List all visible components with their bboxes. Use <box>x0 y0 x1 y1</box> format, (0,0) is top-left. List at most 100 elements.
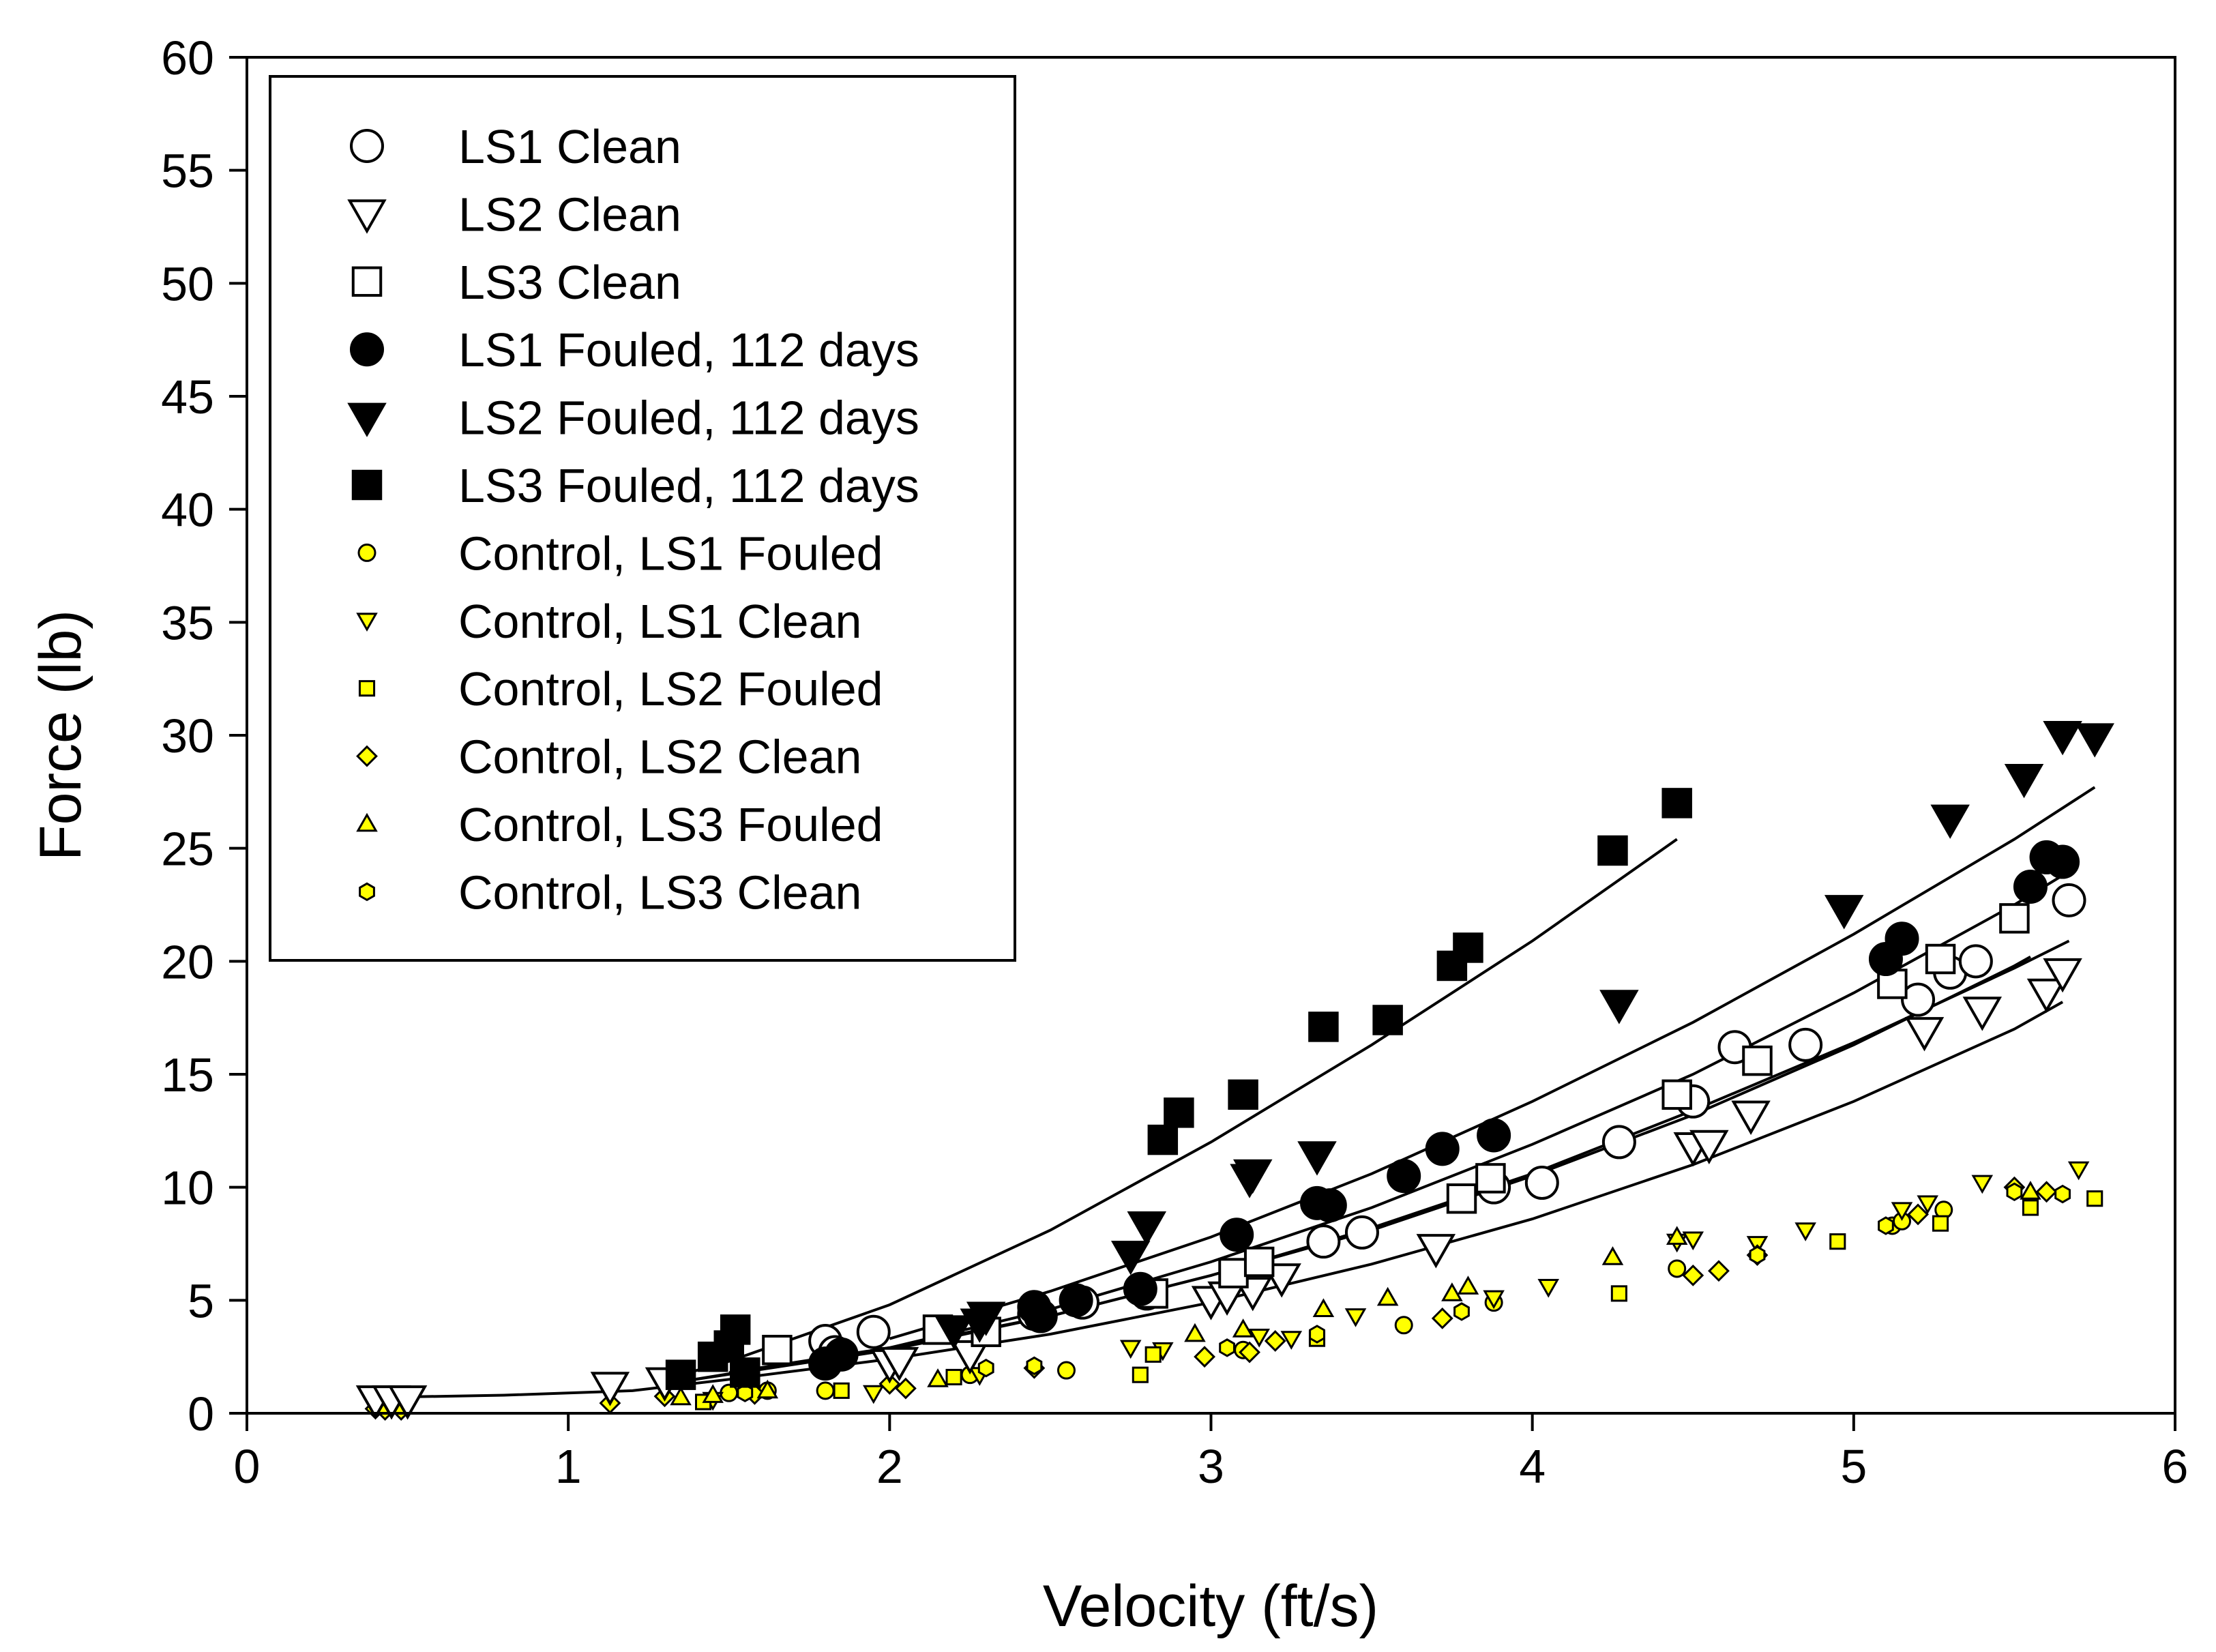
data-point <box>833 1382 850 1399</box>
legend-label: LS1 Fouled, 112 days <box>458 323 919 377</box>
data-point <box>1243 1246 1275 1278</box>
x-tick-label: 0 <box>234 1440 261 1493</box>
legend-label: Control, LS2 Fouled <box>458 662 883 716</box>
data-point <box>1925 943 1956 975</box>
data-point <box>1232 1318 1254 1338</box>
legend-label: Control, LS2 Clean <box>458 731 861 784</box>
data-point <box>1475 1163 1506 1194</box>
series-control-ls3-clean <box>737 1182 2071 1402</box>
data-point <box>1119 1340 1142 1359</box>
legend-marker-ls3-fouled-112-days <box>351 469 383 501</box>
data-point <box>737 1383 754 1402</box>
data-point <box>1312 1188 1347 1223</box>
legend-item: LS2 Fouled, 112 days <box>347 392 919 445</box>
data-point <box>2020 1181 2041 1200</box>
legend-label: Control, LS3 Fouled <box>458 798 883 851</box>
data-point <box>2035 1181 2058 1203</box>
y-tick-label: 20 <box>161 935 214 988</box>
data-point <box>1661 1079 1692 1110</box>
data-point <box>1239 1341 1260 1363</box>
y-tick-label: 30 <box>161 709 214 763</box>
legend-item: Control, LS1 Fouled <box>357 527 883 580</box>
data-point <box>2075 723 2114 758</box>
data-point <box>2006 1182 2023 1202</box>
data-point <box>816 1381 835 1400</box>
legend-marker-ls1-fouled-112-days <box>350 332 384 367</box>
legend-item: Control, LS2 Clean <box>356 731 861 784</box>
data-point <box>670 1386 692 1406</box>
data-point <box>1794 1222 1816 1241</box>
data-point <box>945 1368 962 1386</box>
x-tick-label: 5 <box>1840 1440 1867 1493</box>
data-point <box>1164 1097 1194 1128</box>
data-point <box>2054 1184 2071 1204</box>
legend-marker-control-ls1-clean <box>356 613 378 632</box>
data-point <box>702 1384 724 1403</box>
data-point <box>1749 1245 1766 1265</box>
data-point <box>1194 1346 1215 1368</box>
data-point <box>1233 1159 1273 1194</box>
x-axis-title: Velocity (ft/s) <box>1043 1574 1378 1639</box>
data-point <box>1904 1017 1945 1052</box>
data-point <box>1387 1159 1421 1194</box>
data-points <box>355 721 2114 1421</box>
series-control-ls2-fouled <box>694 1190 2103 1411</box>
y-axis: 0 5 10 15 20 25 30 35 40 45 50 55 60 <box>161 31 247 1441</box>
data-point <box>2026 978 2067 1014</box>
legend-marker-control-ls2-fouled <box>358 680 376 697</box>
x-tick-label: 4 <box>1519 1440 1546 1493</box>
data-point <box>1917 1195 1938 1215</box>
data-point <box>1436 950 1468 982</box>
data-point <box>1708 1260 1730 1282</box>
data-point <box>1907 1203 1929 1226</box>
data-point <box>1999 903 2030 934</box>
legend-marker-ls1-clean <box>350 129 384 163</box>
data-point <box>1682 1264 1704 1286</box>
data-point <box>927 1368 949 1387</box>
data-point <box>862 1385 885 1404</box>
legend-marker-ls3-clean <box>351 266 383 297</box>
data-point <box>387 1385 428 1420</box>
data-point <box>879 1346 919 1382</box>
data-point <box>720 1314 751 1345</box>
data-point <box>1453 932 1483 963</box>
data-point <box>1228 1079 1258 1110</box>
legend-marker-ls2-clean <box>347 199 387 234</box>
legend-item: LS3 Clean <box>351 256 681 309</box>
y-tick-label: 0 <box>188 1387 214 1441</box>
data-point <box>1597 835 1628 866</box>
data-point <box>665 1359 696 1390</box>
data-point <box>1026 1356 1043 1376</box>
x-tick-label: 3 <box>1198 1440 1224 1493</box>
data-point <box>1689 1130 1729 1165</box>
legend-marker-control-ls3-clean <box>359 882 375 902</box>
x-axis: 0 1 2 3 4 5 6 <box>234 1413 2188 1493</box>
data-point <box>1218 1258 1249 1288</box>
data-point <box>1453 1302 1470 1321</box>
legend-item: LS1 Fouled, 112 days <box>350 323 919 377</box>
data-point <box>1059 1283 1093 1318</box>
y-tick-label: 35 <box>161 596 214 649</box>
data-point <box>1297 1141 1337 1176</box>
data-point <box>1666 1226 1688 1245</box>
data-point <box>1668 1259 1687 1278</box>
data-point <box>824 1337 859 1372</box>
legend-item: LS3 Fouled, 112 days <box>351 459 919 512</box>
data-point <box>1220 1218 1254 1252</box>
y-tick-label: 5 <box>188 1274 214 1327</box>
data-point <box>1312 1298 1335 1317</box>
series-ls2-fouled-112-days <box>934 721 2114 1350</box>
data-point <box>1132 1366 1149 1383</box>
data-point <box>950 1340 990 1375</box>
data-point <box>2067 1161 2090 1181</box>
data-point <box>2086 1190 2103 1207</box>
data-point <box>1537 1279 1560 1298</box>
y-tick-label: 15 <box>161 1048 214 1102</box>
data-point <box>878 1373 901 1395</box>
legend-box <box>269 75 1016 962</box>
y-tick-label: 25 <box>161 823 214 876</box>
data-point <box>1057 1361 1076 1380</box>
data-point <box>1661 788 1692 818</box>
legend-marker-control-ls3-fouled <box>356 812 378 832</box>
legend-label: Control, LS1 Clean <box>458 595 861 648</box>
